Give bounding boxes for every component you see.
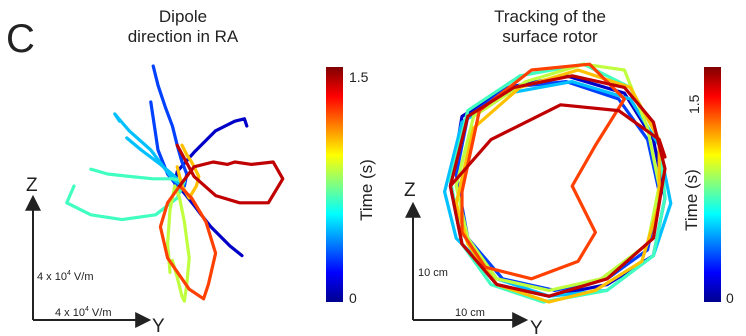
left-y-axis-label: Y bbox=[152, 316, 165, 336]
left-trajectory-7 bbox=[158, 184, 218, 301]
right-trajectory-7 bbox=[460, 62, 627, 281]
left-trajectory-8 bbox=[175, 143, 285, 205]
left-z-axis-label: Z bbox=[26, 175, 38, 196]
left-trajectory-5 bbox=[166, 184, 191, 303]
right-y-axis-label: Y bbox=[530, 318, 543, 336]
right-trajectory-8 bbox=[448, 74, 667, 298]
right-trajectory-4 bbox=[448, 62, 667, 304]
left-colorbar-label: Time (s) bbox=[357, 159, 376, 221]
right-scale-horizontal: 10 cm bbox=[455, 307, 485, 319]
right-plot-area bbox=[443, 62, 673, 304]
left-colorbar-tick-top: 1.5 bbox=[349, 69, 369, 85]
left-trajectory-3 bbox=[113, 112, 184, 188]
right-title-line2: surface rotor bbox=[502, 27, 598, 46]
left-scale-horizontal: 4 x 104 V/m bbox=[55, 306, 112, 319]
right-colorbar bbox=[704, 67, 721, 302]
right-colorbar-label: Time (s) bbox=[682, 169, 701, 231]
left-colorbar bbox=[326, 67, 343, 302]
left-plot-area bbox=[65, 64, 285, 303]
left-title-line2: direction in RA bbox=[128, 27, 239, 46]
right-z-axis-label: Z bbox=[404, 180, 416, 201]
left-trajectory-4 bbox=[65, 167, 186, 222]
left-scale-vertical: 4 x 104 V/m bbox=[37, 270, 94, 283]
panel-letter: C bbox=[6, 17, 35, 61]
right-colorbar-tick-bottom: 0 bbox=[726, 290, 734, 306]
left-colorbar-tick-bottom: 0 bbox=[349, 290, 357, 306]
right-colorbar-tick-top: 1.5 bbox=[686, 94, 702, 114]
right-panel: Tracking of the surface rotor Z Y 10 cm … bbox=[404, 7, 734, 336]
left-panel: Dipole direction in RA Z Y 4 x 104 V/m 4… bbox=[25, 7, 376, 336]
left-title-line1: Dipole bbox=[159, 7, 207, 26]
right-scale-vertical: 10 cm bbox=[418, 267, 448, 279]
right-title-line1: Tracking of the bbox=[494, 7, 606, 26]
